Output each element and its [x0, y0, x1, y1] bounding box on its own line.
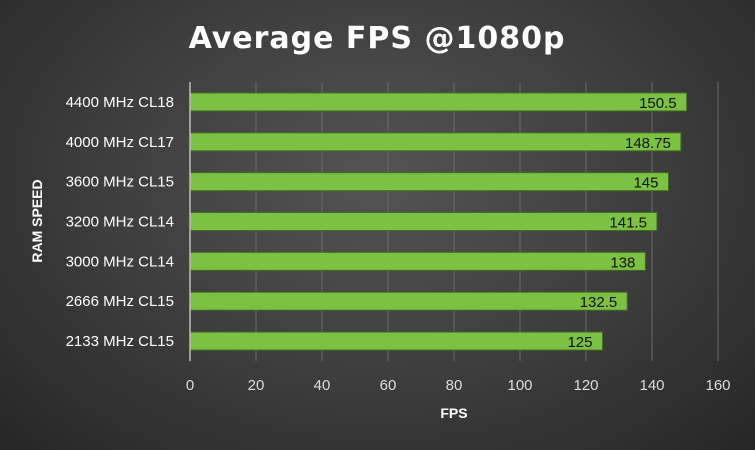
category-label: 3000 MHz CL14: [66, 253, 174, 270]
x-tick-label: 140: [639, 377, 664, 394]
category-labels: 4400 MHz CL18 4000 MHz CL17 3600 MHz CL15 3…: [66, 94, 174, 350]
category-label: 4000 MHz CL17: [66, 134, 174, 151]
bar: [189, 172, 669, 192]
category-label: 4400 MHz CL18: [66, 94, 174, 111]
category-label: 3200 MHz CL14: [66, 214, 174, 231]
bar: [189, 92, 688, 112]
x-tick-label: 40: [314, 377, 331, 394]
bar: [189, 212, 658, 231]
data-label: 132.5: [580, 294, 618, 311]
data-label: 138: [610, 254, 635, 271]
data-label: 141.5: [609, 215, 647, 232]
x-tick-label: 160: [705, 377, 730, 394]
x-tick-label: 120: [573, 377, 598, 394]
data-label: 150.5: [639, 95, 677, 112]
data-label: 125: [567, 334, 592, 351]
x-tick-labels: 0 20 40 60 80 100 120 140 160: [186, 377, 731, 394]
x-tick-label: 0: [186, 377, 194, 394]
x-tick-label: 60: [380, 377, 397, 394]
bar: [189, 291, 628, 311]
x-axis-title: FPS: [440, 405, 467, 421]
category-label: 3600 MHz CL15: [66, 174, 174, 191]
bars: 150.5 148.75 145 141.5 138 132.5 125: [189, 92, 688, 351]
x-tick-label: 80: [446, 377, 463, 394]
data-label: 145: [633, 175, 658, 192]
category-label: 2666 MHz CL15: [66, 293, 174, 310]
data-label: 148.75: [625, 135, 671, 152]
bar: [189, 331, 603, 351]
y-axis-title: RAM SPEED: [29, 179, 45, 262]
bar: [189, 251, 646, 271]
category-label: 2133 MHz CL15: [66, 333, 174, 350]
chart-title: Average FPS @1080p: [189, 21, 566, 56]
bar: [189, 132, 682, 152]
x-tick-label: 100: [507, 377, 532, 394]
x-tick-label: 20: [248, 377, 265, 394]
